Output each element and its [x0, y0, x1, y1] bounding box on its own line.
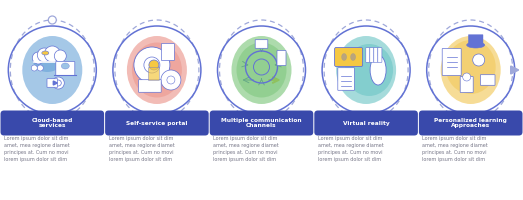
Ellipse shape: [127, 36, 187, 104]
Ellipse shape: [236, 43, 287, 98]
Circle shape: [32, 52, 44, 64]
Polygon shape: [53, 81, 58, 85]
Ellipse shape: [342, 53, 347, 60]
Circle shape: [473, 54, 485, 66]
Polygon shape: [510, 66, 519, 74]
Circle shape: [149, 60, 159, 70]
FancyBboxPatch shape: [56, 62, 75, 75]
Ellipse shape: [22, 36, 82, 104]
Ellipse shape: [370, 55, 386, 85]
FancyBboxPatch shape: [47, 79, 58, 87]
Text: Lorem ipsum dolor sit dim
amet, mea regione diamet
principes at. Cum no movi
lor: Lorem ipsum dolor sit dim amet, mea regi…: [109, 136, 174, 162]
Ellipse shape: [232, 36, 291, 104]
FancyBboxPatch shape: [162, 44, 174, 60]
Text: Lorem ipsum dolor sit dim
amet, mea regione diamet
principes at. Cum no movi
lor: Lorem ipsum dolor sit dim amet, mea regi…: [423, 136, 488, 162]
Circle shape: [161, 70, 181, 90]
Circle shape: [167, 76, 175, 84]
FancyBboxPatch shape: [442, 48, 461, 75]
FancyBboxPatch shape: [460, 76, 473, 92]
FancyBboxPatch shape: [1, 110, 104, 136]
Ellipse shape: [441, 36, 501, 104]
FancyBboxPatch shape: [149, 68, 160, 80]
Circle shape: [55, 80, 61, 86]
FancyBboxPatch shape: [139, 80, 161, 92]
FancyBboxPatch shape: [378, 48, 382, 62]
FancyBboxPatch shape: [469, 35, 483, 43]
Text: Self-service portal: Self-service portal: [126, 120, 188, 126]
FancyBboxPatch shape: [419, 110, 522, 136]
Text: Cloud-based
services: Cloud-based services: [31, 118, 73, 128]
Text: Personalized learning
Approaches: Personalized learning Approaches: [434, 118, 507, 128]
Ellipse shape: [336, 36, 396, 104]
FancyBboxPatch shape: [277, 50, 286, 66]
Text: Lorem ipsum dolor sit dim
amet, mea regione diamet
principes at. Cum no movi
lor: Lorem ipsum dolor sit dim amet, mea regi…: [213, 136, 279, 162]
Ellipse shape: [345, 44, 393, 96]
FancyBboxPatch shape: [314, 110, 418, 136]
Text: Lorem ipsum dolor sit dim
amet, mea regione diamet
principes at. Cum no movi
lor: Lorem ipsum dolor sit dim amet, mea regi…: [318, 136, 383, 162]
Text: Virtual reality: Virtual reality: [343, 120, 390, 126]
Circle shape: [52, 77, 64, 89]
Circle shape: [31, 65, 37, 71]
FancyBboxPatch shape: [210, 110, 313, 136]
Ellipse shape: [350, 53, 356, 60]
Circle shape: [134, 47, 170, 83]
Circle shape: [44, 46, 60, 62]
Circle shape: [144, 57, 160, 73]
Circle shape: [463, 73, 471, 81]
FancyBboxPatch shape: [370, 48, 374, 62]
Circle shape: [48, 16, 56, 24]
FancyBboxPatch shape: [481, 75, 495, 85]
Ellipse shape: [446, 40, 496, 94]
FancyBboxPatch shape: [374, 48, 378, 62]
Circle shape: [37, 48, 51, 62]
FancyBboxPatch shape: [366, 48, 370, 62]
FancyBboxPatch shape: [255, 40, 268, 48]
Ellipse shape: [467, 42, 485, 48]
FancyBboxPatch shape: [335, 47, 362, 66]
FancyBboxPatch shape: [105, 110, 209, 136]
Text: Lorem ipsum dolor sit dim
amet, mea regione diamet
principes at. Cum no movi
lor: Lorem ipsum dolor sit dim amet, mea regi…: [4, 136, 70, 162]
Ellipse shape: [132, 43, 182, 98]
Text: Multiple communication
Channels: Multiple communication Channels: [221, 118, 302, 128]
Ellipse shape: [42, 51, 49, 55]
FancyBboxPatch shape: [338, 68, 355, 90]
Ellipse shape: [61, 63, 70, 69]
Circle shape: [54, 50, 66, 62]
Ellipse shape: [33, 52, 61, 72]
Circle shape: [37, 65, 43, 71]
